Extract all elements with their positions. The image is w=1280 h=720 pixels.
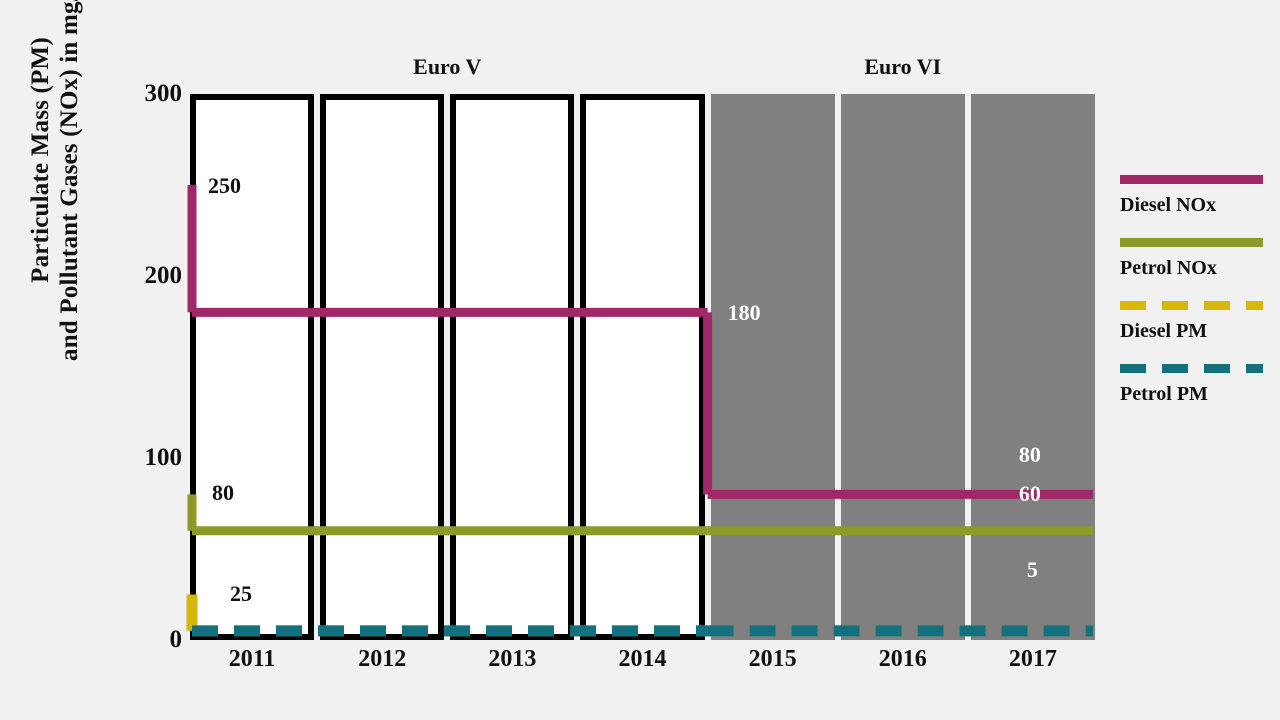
y-tick-200: 200 — [144, 262, 183, 289]
x-tick-2011: 2011 — [228, 646, 276, 672]
legend-item-diesel-nox: Diesel NOx — [1120, 175, 1270, 217]
panel-2016 — [840, 94, 965, 640]
legend-swatch-diesel-nox — [1120, 175, 1263, 184]
y-axis-ticks: 0 100 200 300 — [120, 0, 183, 720]
legend-swatch-petrol-pm — [1120, 364, 1263, 373]
legend-item-diesel-pm: Diesel PM — [1120, 301, 1270, 343]
legend-swatch-petrol-nox — [1120, 238, 1263, 247]
series-overlay — [186, 185, 1093, 637]
chart-legend: Diesel NOx Petrol NOx Diesel PM Petrol PM — [1120, 175, 1270, 427]
data-label-petrol-nox-80: 80 — [212, 480, 234, 506]
x-tick-2012: 2012 — [358, 646, 407, 672]
legend-label-petrol-pm: Petrol PM — [1120, 383, 1208, 405]
data-label-diesel-nox-80: 80 — [1018, 442, 1041, 468]
panel-2011 — [190, 94, 315, 640]
data-label-diesel-nox-180: 180 — [727, 300, 761, 326]
legend-item-petrol-nox: Petrol NOx — [1120, 238, 1270, 280]
x-tick-2017: 2017 — [1008, 646, 1057, 672]
panel-2015 — [710, 94, 835, 640]
facet-title-euro-v: Euro V — [413, 54, 482, 79]
data-label-diesel-pm-5: 5 — [1026, 556, 1038, 582]
panel-2012 — [320, 94, 445, 640]
legend-label-diesel-nox: Diesel NOx — [1120, 194, 1217, 216]
data-label-diesel-pm-25: 25 — [230, 580, 252, 606]
facet-title-euro-vi: Euro VI — [864, 54, 942, 79]
legend-label-petrol-nox: Petrol NOx — [1120, 257, 1217, 279]
y-axis-title-line1: Particulate Mass (PM) — [26, 37, 54, 283]
y-axis-title: Particulate Mass (PM) and Pollutant Gase… — [15, 0, 95, 460]
legend-swatch-diesel-pm — [1120, 301, 1263, 310]
y-tick-0: 0 — [169, 626, 183, 653]
legend-label-diesel-pm: Diesel PM — [1120, 320, 1208, 342]
data-label-petrol-nox-60: 60 — [1018, 480, 1041, 506]
x-tick-2016: 2016 — [878, 646, 927, 672]
panel-2014 — [580, 94, 705, 640]
panel-2017 — [970, 94, 1095, 640]
y-axis-title-line2: and Pollutant Gases (NOx) in mg/km — [56, 0, 83, 361]
y-tick-100: 100 — [144, 444, 183, 471]
x-tick-2013: 2013 — [488, 646, 537, 672]
plot-area — [190, 94, 1095, 640]
x-tick-2015: 2015 — [748, 646, 797, 672]
y-tick-300: 300 — [144, 80, 183, 107]
panel-2013 — [450, 94, 575, 640]
data-label-diesel-nox-250: 250 — [208, 173, 241, 198]
legend-item-petrol-pm: Petrol PM — [1120, 364, 1270, 406]
x-tick-2014: 2014 — [618, 646, 667, 672]
